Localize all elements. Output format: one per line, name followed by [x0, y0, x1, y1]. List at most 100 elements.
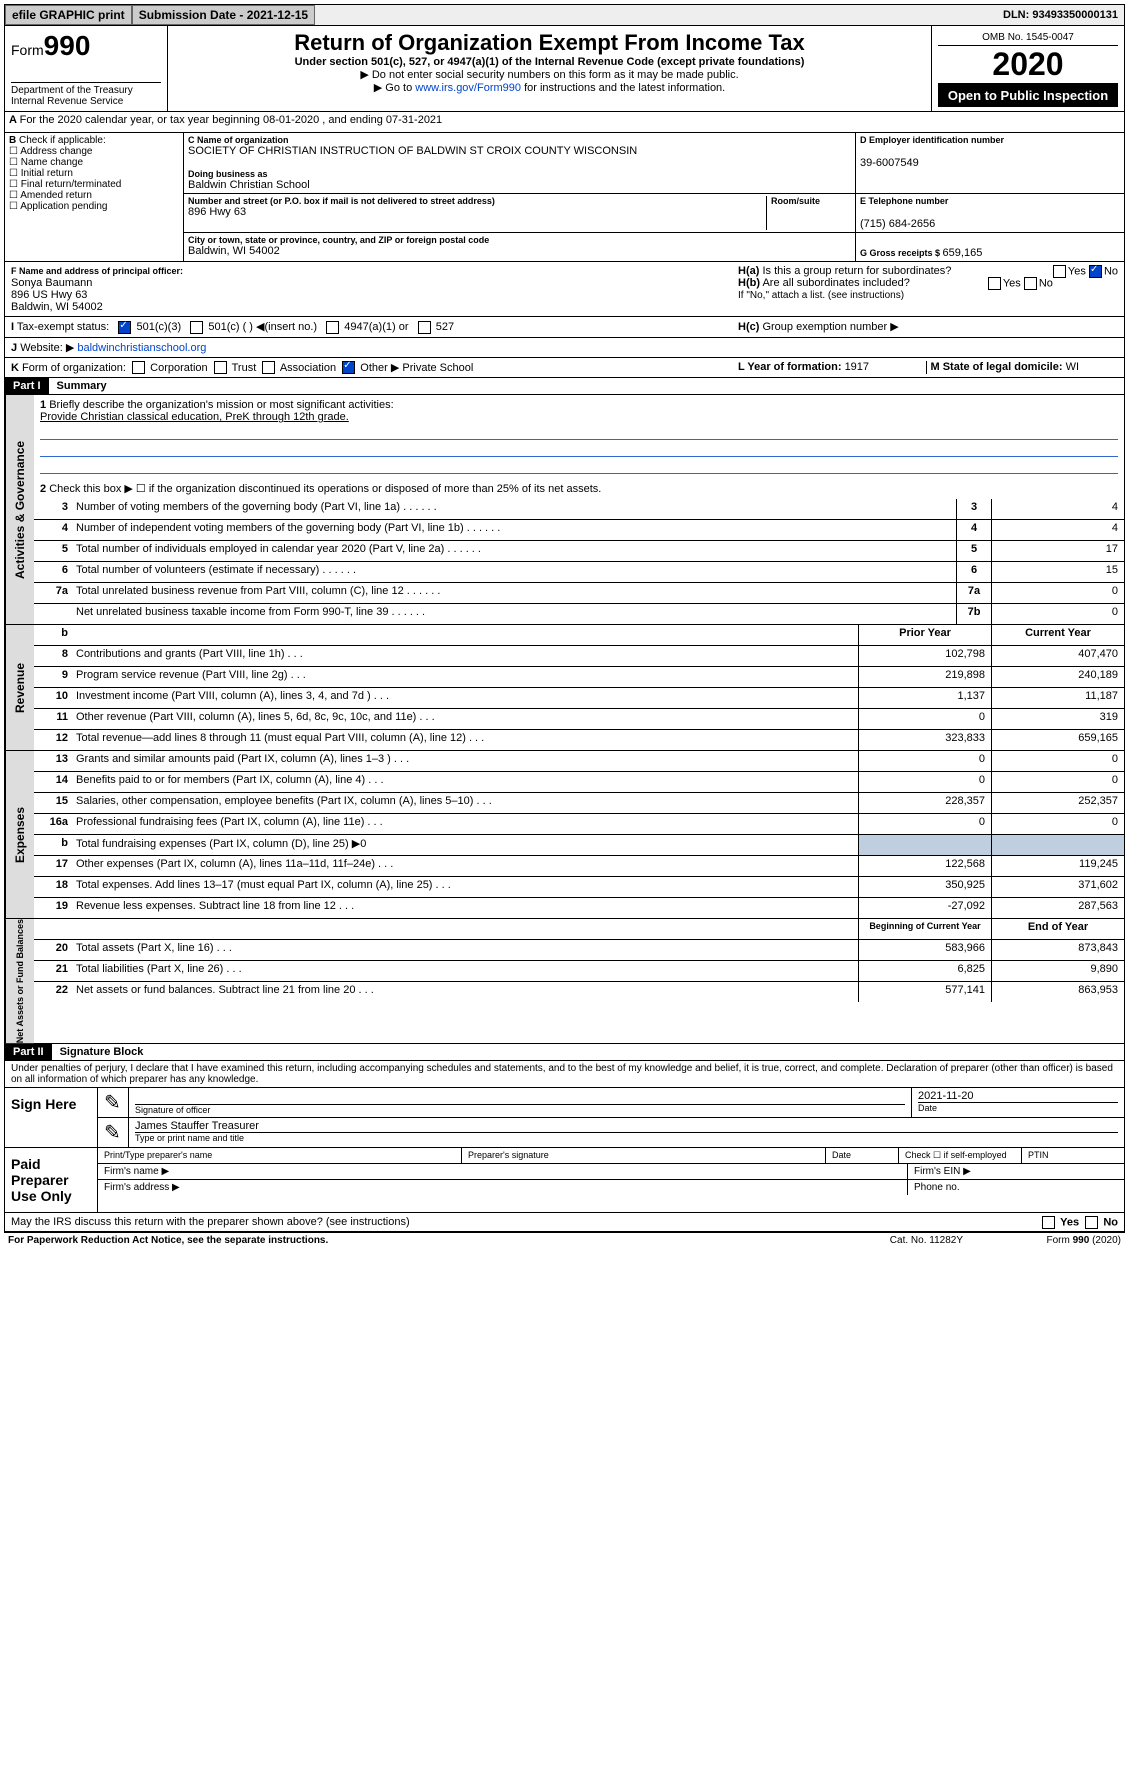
side-net-assets: Net Assets or Fund Balances [5, 919, 34, 1043]
chk-assoc[interactable] [262, 361, 275, 374]
line-desc: Benefits paid to or for members (Part IX… [72, 772, 858, 792]
line-num: 17 [34, 856, 72, 876]
prior-val: -27,092 [858, 898, 991, 918]
mission-text: Provide Christian classical education, P… [40, 411, 349, 423]
omb-number: OMB No. 1545-0047 [938, 30, 1118, 46]
efile-print-button[interactable]: efile GRAPHIC print [5, 5, 132, 25]
firm-addr-label: Firm's address ▶ [98, 1180, 908, 1195]
line-box: 7a [956, 583, 991, 603]
prior-val: 583,966 [858, 940, 991, 960]
line-box: 4 [956, 520, 991, 540]
phone: (715) 684-2656 [860, 218, 1120, 230]
current-val: 0 [991, 772, 1124, 792]
line-desc: Grants and similar amounts paid (Part IX… [72, 751, 858, 771]
side-revenue: Revenue [5, 625, 34, 750]
line-val: 0 [991, 604, 1124, 624]
street-address: 896 Hwy 63 [188, 206, 766, 218]
chk-other[interactable] [342, 361, 355, 374]
current-val: 252,357 [991, 793, 1124, 813]
chk-amended[interactable]: Amended return [9, 190, 92, 201]
current-val: 9,890 [991, 961, 1124, 981]
chk-initial-return[interactable]: Initial return [9, 168, 73, 179]
line-desc: Total assets (Part X, line 16) . . . [72, 940, 858, 960]
line-num: 16a [34, 814, 72, 834]
line-num: 21 [34, 961, 72, 981]
d-ein-label: D Employer identification number [860, 135, 1120, 145]
line-desc: Total fundraising expenses (Part IX, col… [72, 835, 858, 855]
line-desc: Number of voting members of the governin… [72, 499, 956, 519]
current-year-header: Current Year [991, 625, 1124, 645]
hb-yes[interactable] [988, 277, 1001, 290]
submission-date-label: Submission Date - [139, 8, 247, 22]
typed-name-label: Type or print name and title [135, 1132, 1118, 1143]
city-label: City or town, state or province, country… [188, 235, 851, 245]
line-num: 22 [34, 982, 72, 1002]
form-footer: Form 990 (2020) [967, 1235, 1125, 1246]
prior-val: 1,137 [858, 688, 991, 708]
org-website[interactable]: baldwinchristianschool.org [77, 342, 206, 354]
cat-no: Cat. No. 11282Y [886, 1235, 967, 1246]
current-val: 407,470 [991, 646, 1124, 666]
chk-app-pending[interactable]: Application pending [9, 201, 108, 212]
dln: DLN: 93493350000131 [997, 7, 1124, 23]
line-desc: Other expenses (Part IX, column (A), lin… [72, 856, 858, 876]
line-val: 4 [991, 520, 1124, 540]
sig-date: 2021-11-20 [918, 1090, 1118, 1102]
line-num: 8 [34, 646, 72, 666]
line-num: 12 [34, 730, 72, 750]
chk-4947[interactable] [326, 321, 339, 334]
firm-phone-label: Phone no. [908, 1180, 1124, 1195]
website-row: J Website: ▶ baldwinchristianschool.org [11, 341, 1118, 354]
line-num: 13 [34, 751, 72, 771]
line-num: b [34, 835, 72, 855]
line-num: 14 [34, 772, 72, 792]
line-desc: Revenue less expenses. Subtract line 18 … [72, 898, 858, 918]
dba-label: Doing business as [188, 169, 851, 179]
sign-here-label: Sign Here [5, 1088, 98, 1147]
line-desc: Total number of individuals employed in … [72, 541, 956, 561]
chk-name-change[interactable]: Name change [9, 157, 83, 168]
current-val: 319 [991, 709, 1124, 729]
line-num: 18 [34, 877, 72, 897]
current-val: 11,187 [991, 688, 1124, 708]
chk-501c[interactable] [190, 321, 203, 334]
prior-year-header: Prior Year [858, 625, 991, 645]
discuss-no[interactable] [1085, 1216, 1098, 1229]
ptin-label: PTIN [1022, 1148, 1124, 1163]
line-desc: Investment income (Part VIII, column (A)… [72, 688, 858, 708]
chk-527[interactable] [418, 321, 431, 334]
prior-val: 0 [858, 814, 991, 834]
irs-link[interactable]: www.irs.gov/Form990 [415, 82, 521, 94]
prior-val: 350,925 [858, 877, 991, 897]
ha-yes[interactable] [1053, 265, 1066, 278]
line-val: 4 [991, 499, 1124, 519]
dba-name: Baldwin Christian School [188, 179, 851, 191]
chk-corp[interactable] [132, 361, 145, 374]
chk-address-change[interactable]: Address change [9, 146, 92, 157]
chk-501c3[interactable] [118, 321, 131, 334]
sig-officer-label: Signature of officer [135, 1104, 905, 1115]
chk-trust[interactable] [214, 361, 227, 374]
line-desc: Total number of volunteers (estimate if … [72, 562, 956, 582]
chk-final-return[interactable]: Final return/terminated [9, 179, 121, 190]
prior-val: 228,357 [858, 793, 991, 813]
self-employed-check[interactable]: Check ☐ if self-employed [899, 1148, 1022, 1163]
section-hc: H(c) Group exemption number ▶ [738, 320, 1118, 334]
officer-typed-name: James Stauffer Treasurer [135, 1120, 1118, 1132]
line-desc: Number of independent voting members of … [72, 520, 956, 540]
submission-date-value: 2021-12-15 [247, 8, 308, 22]
ha-no[interactable] [1089, 265, 1102, 278]
line-desc: Total liabilities (Part X, line 26) . . … [72, 961, 858, 981]
line-box: 6 [956, 562, 991, 582]
section-f: F Name and address of principal officer:… [11, 265, 738, 313]
section-b: B Check if applicable: Address change Na… [5, 133, 184, 261]
current-val: 0 [991, 814, 1124, 834]
hb-no[interactable] [1024, 277, 1037, 290]
line-desc: Total unrelated business revenue from Pa… [72, 583, 956, 603]
ein: 39-6007549 [860, 157, 1120, 169]
discuss-yes[interactable] [1042, 1216, 1055, 1229]
line-num: 9 [34, 667, 72, 687]
form-title: Return of Organization Exempt From Incom… [174, 30, 925, 56]
line-desc: Total expenses. Add lines 13–17 (must eq… [72, 877, 858, 897]
pen-icon-2: ✎ [98, 1118, 129, 1147]
